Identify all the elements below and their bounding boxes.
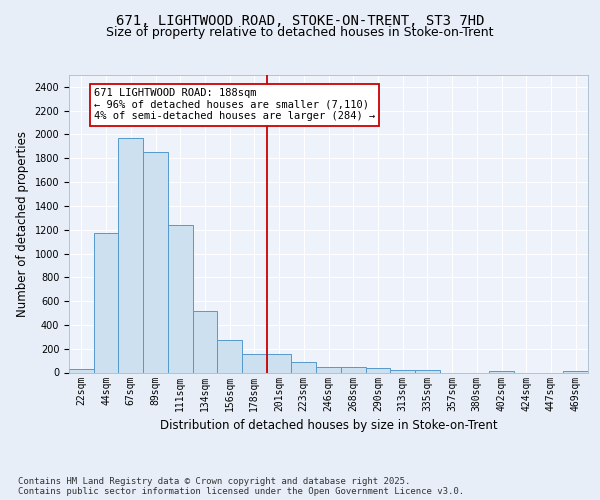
- Bar: [341, 367, 365, 372]
- Text: 671 LIGHTWOOD ROAD: 188sqm
← 96% of detached houses are smaller (7,110)
4% of se: 671 LIGHTWOOD ROAD: 188sqm ← 96% of deta…: [94, 88, 375, 122]
- Bar: [118, 138, 143, 372]
- Bar: [489, 370, 514, 372]
- Bar: [316, 366, 341, 372]
- Text: Size of property relative to detached houses in Stoke-on-Trent: Size of property relative to detached ho…: [106, 26, 494, 39]
- Bar: [365, 368, 390, 372]
- Bar: [563, 370, 588, 372]
- Bar: [242, 354, 267, 372]
- Text: 671, LIGHTWOOD ROAD, STOKE-ON-TRENT, ST3 7HD: 671, LIGHTWOOD ROAD, STOKE-ON-TRENT, ST3…: [116, 14, 484, 28]
- Bar: [390, 370, 415, 372]
- Y-axis label: Number of detached properties: Number of detached properties: [16, 130, 29, 317]
- Bar: [217, 340, 242, 372]
- Bar: [415, 370, 440, 372]
- Text: Contains public sector information licensed under the Open Government Licence v3: Contains public sector information licen…: [18, 487, 464, 496]
- Bar: [292, 362, 316, 372]
- Bar: [143, 152, 168, 372]
- Text: Contains HM Land Registry data © Crown copyright and database right 2025.: Contains HM Land Registry data © Crown c…: [18, 477, 410, 486]
- Bar: [69, 369, 94, 372]
- Bar: [94, 234, 118, 372]
- Bar: [168, 225, 193, 372]
- Bar: [193, 310, 217, 372]
- X-axis label: Distribution of detached houses by size in Stoke-on-Trent: Distribution of detached houses by size …: [160, 419, 497, 432]
- Bar: [267, 354, 292, 372]
